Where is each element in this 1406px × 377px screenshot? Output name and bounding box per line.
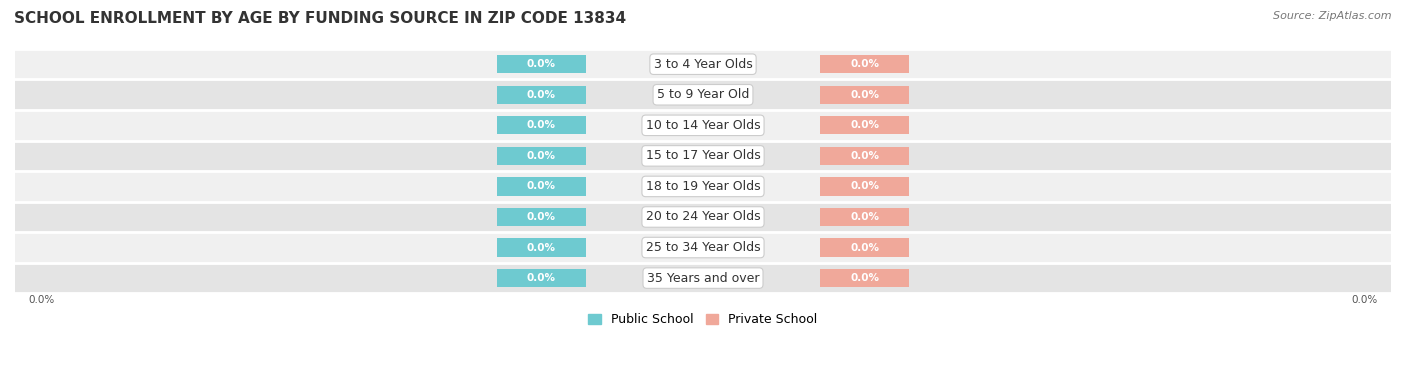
Text: 0.0%: 0.0% bbox=[527, 120, 555, 130]
Bar bbox=[820, 238, 910, 257]
Text: 0.0%: 0.0% bbox=[851, 242, 879, 253]
Bar bbox=[820, 208, 910, 226]
Text: 20 to 24 Year Olds: 20 to 24 Year Olds bbox=[645, 210, 761, 224]
Text: 35 Years and over: 35 Years and over bbox=[647, 271, 759, 285]
Bar bbox=[15, 232, 1391, 263]
Bar bbox=[496, 86, 586, 104]
Bar bbox=[15, 141, 1391, 171]
Text: 3 to 4 Year Olds: 3 to 4 Year Olds bbox=[654, 58, 752, 71]
Text: 15 to 17 Year Olds: 15 to 17 Year Olds bbox=[645, 149, 761, 162]
Bar bbox=[15, 80, 1391, 110]
Bar bbox=[496, 238, 586, 257]
Text: 0.0%: 0.0% bbox=[527, 59, 555, 69]
Bar bbox=[15, 263, 1391, 293]
Text: SCHOOL ENROLLMENT BY AGE BY FUNDING SOURCE IN ZIP CODE 13834: SCHOOL ENROLLMENT BY AGE BY FUNDING SOUR… bbox=[14, 11, 626, 26]
Legend: Public School, Private School: Public School, Private School bbox=[583, 308, 823, 331]
Bar bbox=[820, 269, 910, 287]
Text: 0.0%: 0.0% bbox=[851, 151, 879, 161]
Text: 0.0%: 0.0% bbox=[527, 242, 555, 253]
Text: 25 to 34 Year Olds: 25 to 34 Year Olds bbox=[645, 241, 761, 254]
Bar bbox=[496, 177, 586, 196]
Bar bbox=[820, 86, 910, 104]
Text: Source: ZipAtlas.com: Source: ZipAtlas.com bbox=[1274, 11, 1392, 21]
Bar bbox=[496, 269, 586, 287]
Text: 0.0%: 0.0% bbox=[527, 90, 555, 100]
Text: 0.0%: 0.0% bbox=[527, 151, 555, 161]
Text: 0.0%: 0.0% bbox=[527, 273, 555, 283]
Text: 0.0%: 0.0% bbox=[851, 90, 879, 100]
Bar bbox=[15, 202, 1391, 232]
Bar bbox=[15, 171, 1391, 202]
Text: 0.0%: 0.0% bbox=[527, 181, 555, 192]
Text: 0.0%: 0.0% bbox=[851, 181, 879, 192]
Bar bbox=[496, 116, 586, 135]
Text: 0.0%: 0.0% bbox=[527, 212, 555, 222]
Text: 0.0%: 0.0% bbox=[851, 59, 879, 69]
Bar bbox=[820, 177, 910, 196]
Text: 5 to 9 Year Old: 5 to 9 Year Old bbox=[657, 88, 749, 101]
Text: 0.0%: 0.0% bbox=[28, 295, 55, 305]
Bar bbox=[15, 49, 1391, 80]
Text: 0.0%: 0.0% bbox=[851, 212, 879, 222]
Bar bbox=[496, 208, 586, 226]
Bar bbox=[496, 147, 586, 165]
Text: 10 to 14 Year Olds: 10 to 14 Year Olds bbox=[645, 119, 761, 132]
Text: 0.0%: 0.0% bbox=[1351, 295, 1378, 305]
Text: 0.0%: 0.0% bbox=[851, 273, 879, 283]
Bar bbox=[496, 55, 586, 74]
Text: 18 to 19 Year Olds: 18 to 19 Year Olds bbox=[645, 180, 761, 193]
Bar bbox=[15, 110, 1391, 141]
Bar bbox=[820, 116, 910, 135]
Bar bbox=[820, 147, 910, 165]
Text: 0.0%: 0.0% bbox=[851, 120, 879, 130]
Bar bbox=[820, 55, 910, 74]
